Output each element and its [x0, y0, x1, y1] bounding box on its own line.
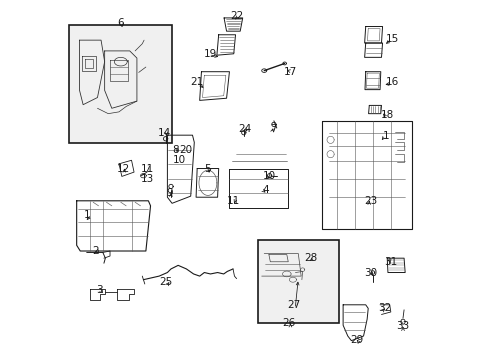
Text: 11: 11 [140, 163, 153, 174]
Text: 30: 30 [364, 267, 377, 278]
Text: 29: 29 [349, 334, 362, 345]
Text: 14: 14 [158, 128, 171, 138]
Bar [258, 240, 338, 323]
Text: 2: 2 [92, 246, 99, 256]
Text: 19: 19 [203, 49, 217, 59]
Text: 26: 26 [282, 318, 295, 328]
Text: 1: 1 [382, 131, 388, 141]
Bar [69, 25, 171, 143]
Text: 16: 16 [385, 77, 398, 87]
Text: 11: 11 [226, 196, 239, 206]
Text: 10: 10 [262, 171, 275, 181]
Text: 13: 13 [140, 174, 153, 184]
Text: 15: 15 [385, 35, 398, 44]
Text: 25: 25 [160, 277, 173, 287]
Text: 7: 7 [270, 124, 277, 134]
Text: 4: 4 [262, 185, 268, 195]
Text: 28: 28 [304, 253, 317, 263]
Text: 8: 8 [172, 144, 179, 154]
Text: 21: 21 [190, 77, 203, 87]
Text: 24: 24 [238, 124, 251, 134]
Text: 5: 5 [204, 163, 211, 174]
Text: 9: 9 [166, 188, 173, 198]
Text: 17: 17 [283, 67, 296, 77]
Text: 33: 33 [396, 321, 409, 331]
Text: 18: 18 [380, 110, 393, 120]
Text: 1: 1 [84, 210, 91, 220]
Text: 6: 6 [117, 18, 124, 28]
Text: 23: 23 [364, 196, 377, 206]
Text: 10: 10 [172, 155, 185, 165]
Text: 22: 22 [229, 11, 243, 21]
Text: 20: 20 [179, 144, 191, 154]
Text: 12: 12 [117, 163, 130, 174]
Text: 31: 31 [384, 257, 397, 267]
Text: 27: 27 [287, 300, 300, 310]
Text: 32: 32 [378, 303, 391, 314]
Text: 3: 3 [96, 285, 102, 296]
